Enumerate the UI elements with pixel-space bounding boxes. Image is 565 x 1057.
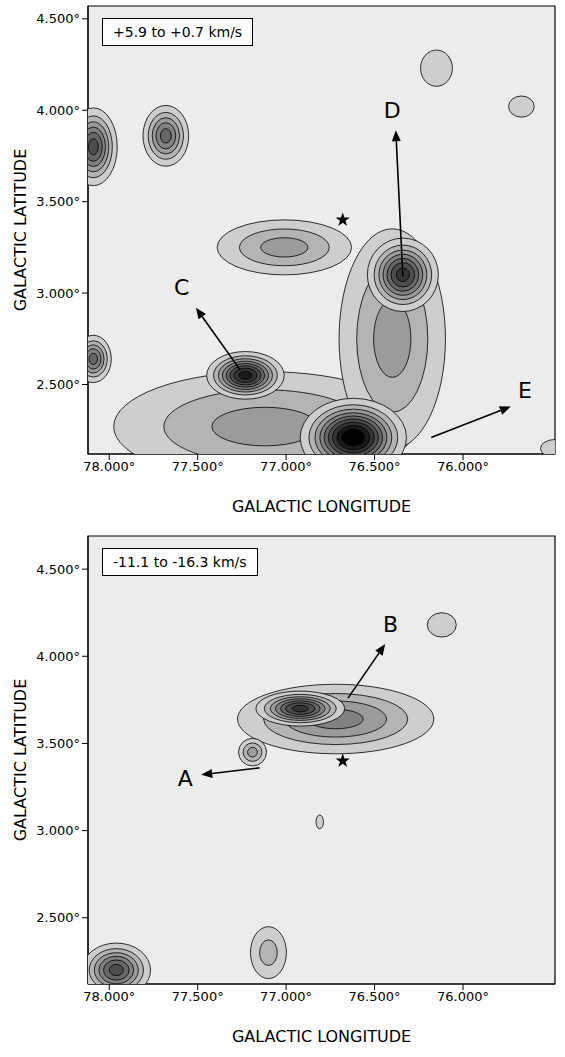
svg-text:76.500°: 76.500° xyxy=(349,459,401,474)
svg-text:4.000°: 4.000° xyxy=(36,103,80,118)
html-text:-11.1 to -16.3 km/s: -11.1 to -16.3 km/s xyxy=(113,554,247,570)
svg-text:77.500°: 77.500° xyxy=(172,459,224,474)
svg-text:76.500°: 76.500° xyxy=(349,989,401,1004)
svg-text:77.500°: 77.500° xyxy=(172,989,224,1004)
svg-text:A: A xyxy=(178,766,193,791)
svg-text:78.000°: 78.000° xyxy=(83,459,135,474)
svg-text:2.500°: 2.500° xyxy=(36,910,80,925)
svg-text:E: E xyxy=(518,378,532,403)
svg-text:3.000°: 3.000° xyxy=(36,823,80,838)
svg-text:2.500°: 2.500° xyxy=(36,377,80,392)
svg-text:GALACTIC LATITUDE: GALACTIC LATITUDE xyxy=(11,679,30,842)
svg-text:4.500°: 4.500° xyxy=(36,562,80,577)
svg-text:3.500°: 3.500° xyxy=(36,194,80,209)
svg-text:76.000°: 76.000° xyxy=(437,989,489,1004)
svg-text:3.500°: 3.500° xyxy=(36,736,80,751)
svg-text:GALACTIC LATITUDE: GALACTIC LATITUDE xyxy=(11,149,30,312)
svg-text:77.000°: 77.000° xyxy=(260,989,312,1004)
svg-text:D: D xyxy=(384,98,401,123)
svg-text:78.000°: 78.000° xyxy=(83,989,135,1004)
svg-text:4.500°: 4.500° xyxy=(36,11,80,26)
html-text:+5.9 to +0.7 km/s: +5.9 to +0.7 km/s xyxy=(113,24,243,40)
svg-text:76.000°: 76.000° xyxy=(437,459,489,474)
svg-text:GALACTIC LONGITUDE: GALACTIC LONGITUDE xyxy=(232,1027,411,1046)
svg-text:77.000°: 77.000° xyxy=(260,459,312,474)
svg-text:3.000°: 3.000° xyxy=(36,286,80,301)
svg-text:GALACTIC LONGITUDE: GALACTIC LONGITUDE xyxy=(232,497,411,516)
svg-text:4.000°: 4.000° xyxy=(36,649,80,664)
svg-text:C: C xyxy=(174,275,189,300)
svg-text:B: B xyxy=(383,612,398,637)
